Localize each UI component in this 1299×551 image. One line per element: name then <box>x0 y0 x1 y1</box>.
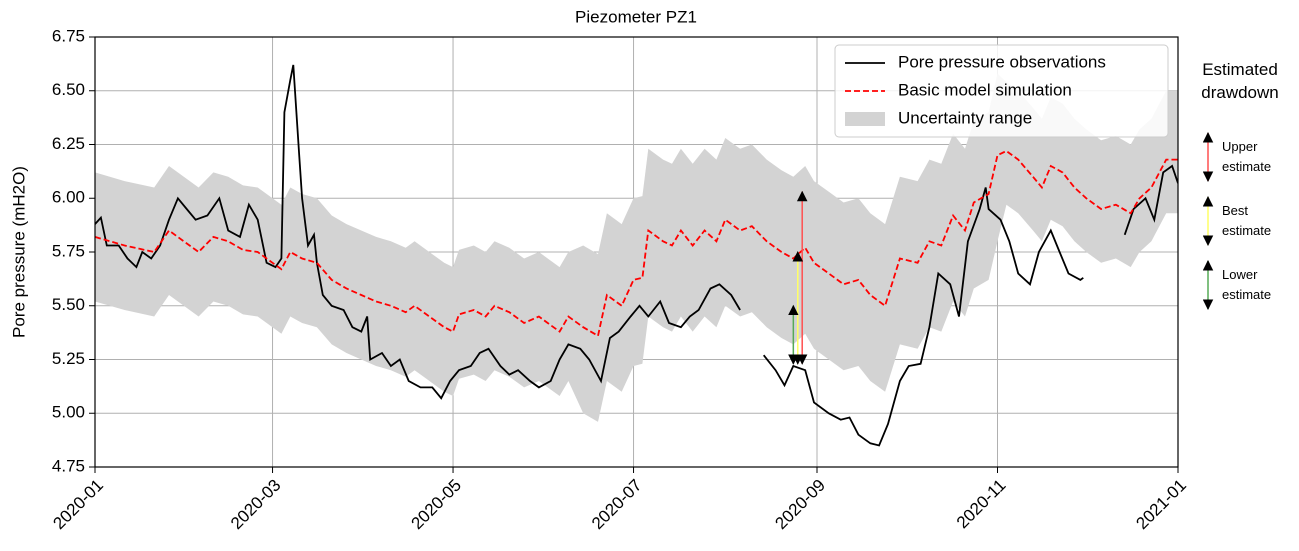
legend-label: Pore pressure observations <box>898 52 1106 71</box>
uncertainty-band <box>95 73 1178 422</box>
legend-label: Basic model simulation <box>898 80 1072 99</box>
x-tick-label: 2021-01 <box>1132 476 1190 534</box>
y-axis-label: Pore pressure (mH2O) <box>9 166 28 338</box>
y-tick-label: 4.75 <box>52 456 85 475</box>
y-tick-label: 6.00 <box>52 188 85 207</box>
drawdown-key-label: Upper estimate <box>1222 139 1272 174</box>
legend-label: Uncertainty range <box>898 108 1032 127</box>
y-tick-label: 5.50 <box>52 295 85 314</box>
drawdown-key-label: Lower estimate <box>1222 267 1272 302</box>
simulation-line <box>95 149 1178 338</box>
observation-line <box>1123 164 1178 236</box>
legend: Pore pressure observations Basic model si… <box>834 44 1169 138</box>
y-tick-label: 6.50 <box>52 80 85 99</box>
x-tick-label: 2020-07 <box>588 476 646 534</box>
plot-area <box>95 64 1178 447</box>
drawdown-key-label: Best estimate <box>1222 203 1272 238</box>
x-tick-label: 2020-05 <box>407 476 465 534</box>
x-tick-label: 2020-09 <box>771 476 829 534</box>
legend-box <box>834 44 1169 138</box>
drawdown-title: Estimated drawdown <box>1201 60 1279 102</box>
y-tick-label: 6.25 <box>52 134 85 153</box>
chart-title: Piezometer PZ1 <box>575 7 697 26</box>
x-tick-label: 2020-03 <box>227 476 285 534</box>
x-tick-label: 2020-01 <box>49 476 107 534</box>
y-tick-label: 5.25 <box>52 349 85 368</box>
x-tick-label: 2020-11 <box>953 476 1010 533</box>
legend-swatch <box>845 112 885 126</box>
observation-line <box>762 187 1084 447</box>
y-tick-label: 5.00 <box>52 403 85 422</box>
y-tick-label: 5.75 <box>52 241 85 260</box>
y-tick-label: 6.75 <box>52 26 85 45</box>
observation-line <box>95 64 741 400</box>
